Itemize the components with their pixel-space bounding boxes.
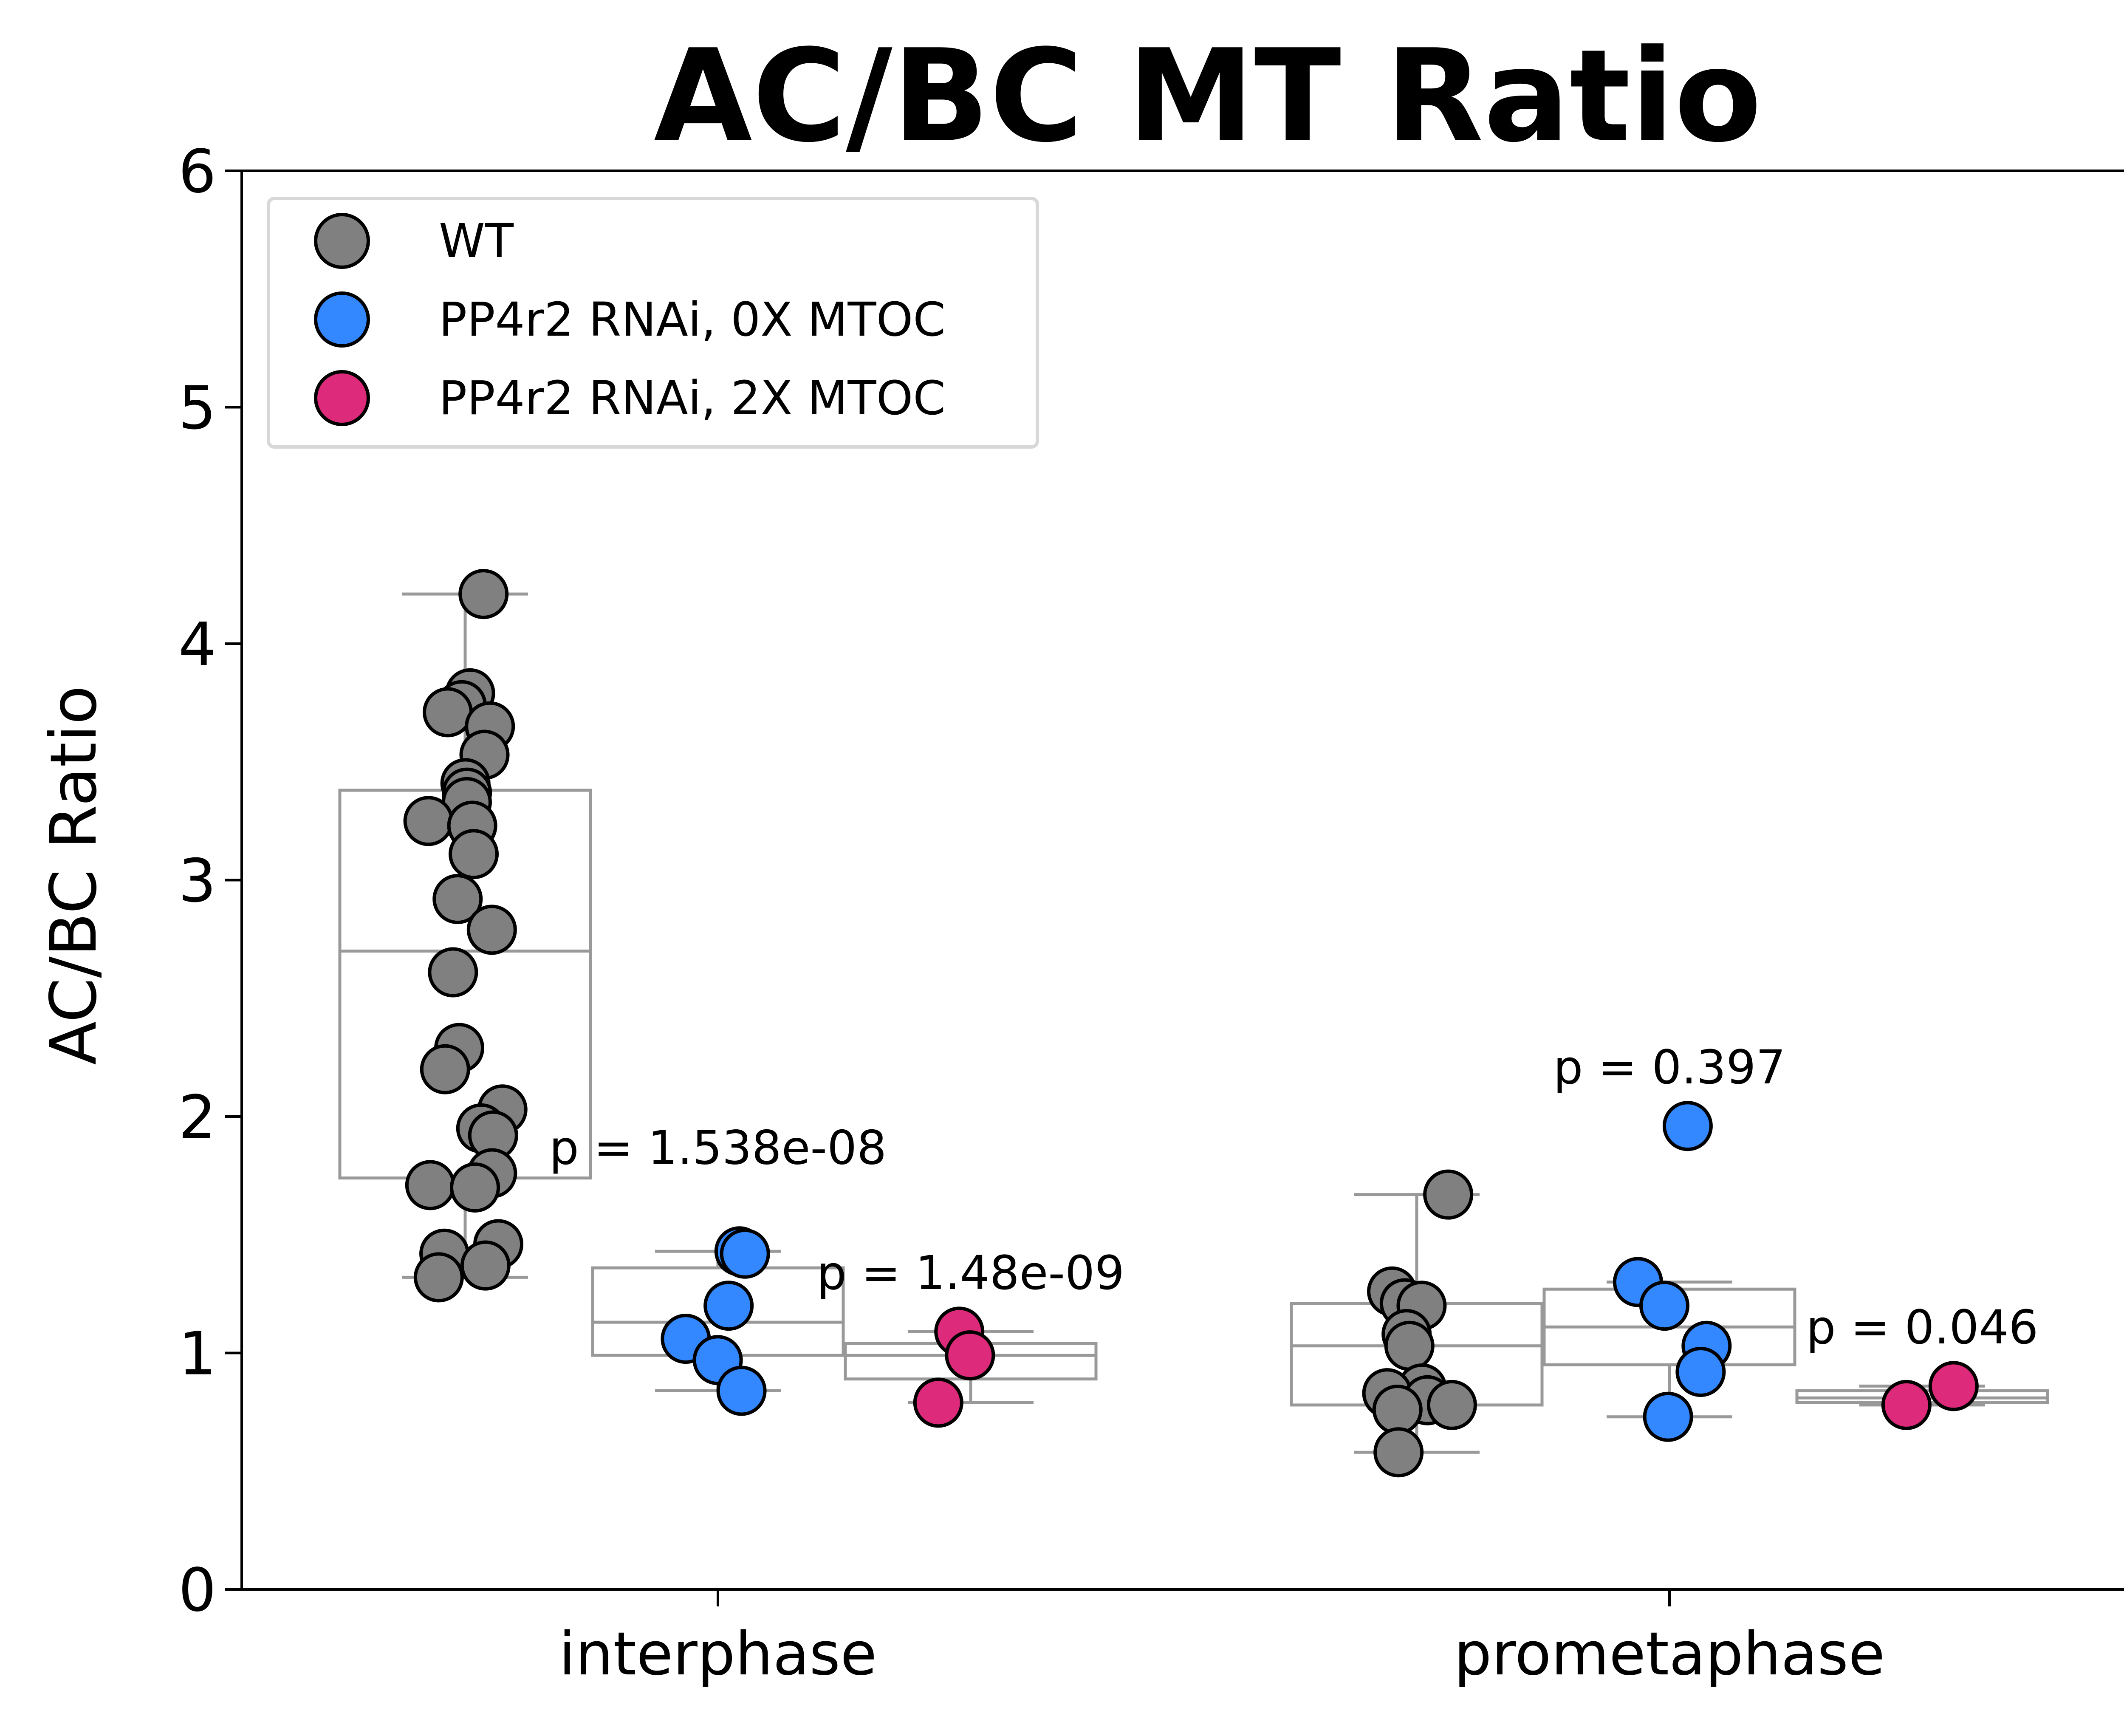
point-interphase-2-2 <box>913 1377 963 1428</box>
y-tick-label-1: 1 <box>178 1320 216 1389</box>
point-prometaphase-1-5 <box>1643 1391 1693 1442</box>
p-value-annotation-0: p = 1.538e-08 <box>549 1120 887 1175</box>
point-interphase-0-11 <box>449 829 499 879</box>
p-value-annotation-1: p = 1.48e-09 <box>817 1246 1124 1300</box>
point-prometaphase-0-10 <box>1372 1385 1423 1435</box>
legend-label-0: WT <box>439 214 514 268</box>
point-prometaphase-0-11 <box>1373 1427 1424 1478</box>
point-interphase-0-21 <box>405 1160 455 1210</box>
axes: 0 1 2 3 4 5 6 interphase prometaphase <box>178 137 1885 1689</box>
plot-area <box>338 569 2049 1478</box>
p-value-annotation-3: p = 0.046 <box>1806 1300 2039 1354</box>
y-tick-label-2: 2 <box>178 1083 216 1152</box>
point-prometaphase-0-0 <box>1423 1169 1474 1220</box>
y-tick-label-4: 4 <box>178 610 216 679</box>
y-axis-label: AC/BC Ratio <box>37 685 111 1065</box>
y-tick-label-6: 6 <box>178 137 216 206</box>
x-tick-label-interphase: interphase <box>559 1620 877 1689</box>
point-prometaphase-0-9 <box>1426 1380 1477 1430</box>
annotations: p = 1.538e-08 p = 1.48e-09 p = 0.397 p = 0.… <box>549 1040 2039 1354</box>
point-interphase-0-16 <box>420 1044 470 1094</box>
point-interphase-1-2 <box>703 1281 754 1331</box>
point-interphase-0-14 <box>428 947 478 998</box>
point-interphase-0-22 <box>450 1162 500 1213</box>
point-interphase-0-3 <box>423 687 473 738</box>
point-interphase-0-25 <box>460 1240 511 1291</box>
legend-label-2: PP4r2 RNAi, 2X MTOC <box>439 371 946 425</box>
point-interphase-1-5 <box>716 1366 767 1416</box>
point-interphase-0-13 <box>466 905 517 955</box>
legend: WT PP4r2 RNAi, 0X MTOC PP4r2 RNAi, 2X MTOC <box>267 197 1039 449</box>
legend-marker-0 <box>314 213 370 269</box>
point-interphase-0-26 <box>413 1252 464 1303</box>
p-value-annotation-2: p = 0.397 <box>1553 1040 1786 1094</box>
point-interphase-2-1 <box>945 1330 995 1381</box>
point-prometaphase-2-0 <box>1928 1361 1979 1411</box>
chart-title: AC/BC MT Ratio <box>654 22 1762 170</box>
point-prometaphase-1-0 <box>1662 1101 1713 1151</box>
point-interphase-0-0 <box>458 569 509 619</box>
point-prometaphase-2-1 <box>1881 1380 1932 1430</box>
point-prometaphase-0-5 <box>1384 1320 1435 1371</box>
legend-box <box>267 197 1039 449</box>
legend-marker-2 <box>314 370 370 426</box>
point-prometaphase-1-4 <box>1675 1347 1726 1397</box>
legend-marker-1 <box>314 291 370 348</box>
point-prometaphase-1-2 <box>1639 1281 1689 1331</box>
legend-label-1: PP4r2 RNAi, 0X MTOC <box>439 292 946 347</box>
y-tick-label-0: 0 <box>178 1556 216 1625</box>
y-tick-label-3: 3 <box>178 847 216 916</box>
point-interphase-0-9 <box>403 796 454 846</box>
x-tick-label-prometaphase: prometaphase <box>1454 1620 1885 1689</box>
point-interphase-1-1 <box>720 1228 770 1279</box>
point-interphase-0-12 <box>432 874 483 925</box>
y-tick-label-5: 5 <box>178 374 216 443</box>
